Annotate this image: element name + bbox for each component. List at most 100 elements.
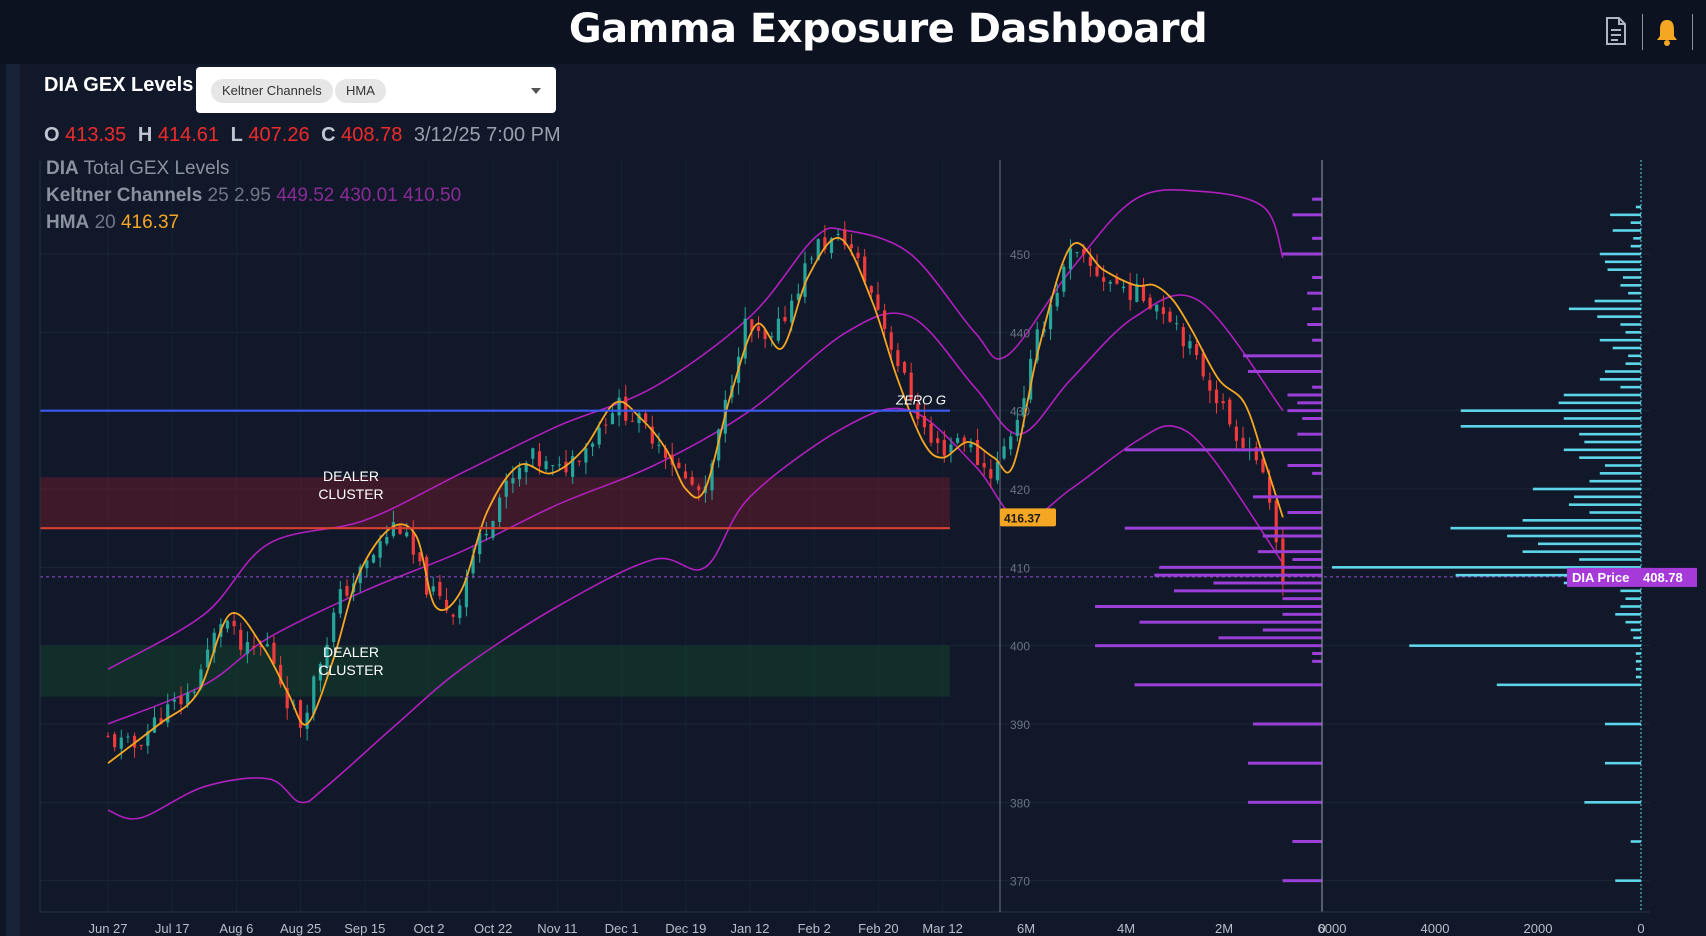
candle-body [869, 286, 873, 293]
candle-body [1035, 329, 1039, 361]
x-tick-label: Mar 12 [922, 921, 962, 936]
candle-body [1208, 380, 1212, 391]
gex-bar-volume [1620, 605, 1641, 608]
candle-body [650, 426, 654, 444]
gex-bar-volume [1635, 652, 1641, 655]
gex-bar-total [1312, 236, 1322, 240]
candle-body [796, 293, 800, 300]
gex-bar-volume [1620, 385, 1641, 389]
dealer-cluster-zone-top [40, 477, 950, 529]
gex-bar-total [1312, 652, 1322, 655]
gex-bar-total [1302, 417, 1322, 420]
candle-body [338, 589, 342, 614]
candle-body [106, 735, 110, 737]
candle-body [531, 448, 535, 459]
y-tick-label: 410 [1010, 561, 1030, 575]
price-badge-label: DIA Price [1572, 570, 1629, 585]
candle-body [166, 704, 170, 723]
gex-bar-volume [1628, 354, 1641, 358]
gex-bar-total [1287, 393, 1322, 397]
gex-bar-volume [1625, 620, 1641, 624]
legend-hma-value: 416.37 [120, 212, 180, 233]
gex-bar-total [1312, 276, 1322, 279]
candle-body [624, 396, 628, 421]
candle-body [498, 497, 502, 523]
toolbar-divider [1692, 14, 1693, 50]
gex-bar-volume [1625, 362, 1641, 365]
candle-body [677, 462, 681, 468]
candle-body [252, 645, 256, 648]
candle-body [159, 718, 163, 724]
gex-bar-volume [1635, 667, 1641, 671]
hma-line [107, 237, 1284, 764]
gex-bar-volume [1604, 370, 1641, 373]
candle-body [179, 696, 183, 705]
chevron-down-icon[interactable] [531, 88, 541, 94]
gex-x-tick-label: 0 [1318, 921, 1325, 936]
candle-body [776, 318, 781, 341]
candle-body [610, 413, 615, 425]
gex-bar-total [1292, 840, 1322, 843]
candle-body [597, 427, 601, 445]
candle-body [398, 526, 402, 534]
close-label: C [321, 124, 336, 146]
gex-bar-total [1124, 448, 1322, 452]
indicator-chip-keltner[interactable]: Keltner Channels [211, 79, 333, 103]
left-toolbar-strip [6, 64, 20, 936]
bell-icon[interactable] [1650, 14, 1684, 48]
candle-body [232, 620, 236, 627]
gex-bar-volume [1460, 409, 1641, 412]
candle-body [458, 605, 462, 618]
candle-body [809, 258, 814, 260]
indicator-select[interactable]: Keltner Channels HMA [196, 67, 556, 113]
candle-body [205, 649, 210, 668]
candle-body [1115, 277, 1119, 284]
keltner-middle-line [107, 294, 1284, 725]
x-tick-label: Feb 20 [858, 921, 898, 936]
candle-body [278, 664, 283, 685]
gex-bar-total [1252, 722, 1322, 726]
candle-body [186, 692, 190, 705]
gex-bar-volume [1579, 432, 1641, 436]
gex-bar-total [1297, 401, 1322, 405]
gex-bar-volume [1522, 550, 1641, 553]
candle-body [863, 256, 867, 282]
candle-body [537, 451, 542, 467]
gex-bar-volume [1589, 511, 1641, 514]
x-tick-label: Sep 15 [344, 921, 385, 936]
candle-body [1002, 446, 1006, 459]
indicator-chip-hma[interactable]: HMA [335, 79, 386, 103]
candle-body [816, 239, 820, 261]
chart-name: DIA GEX Levels [44, 74, 194, 96]
gex-x-tick-label: 2M [1215, 921, 1233, 936]
candle-body [418, 552, 422, 562]
legend-main: DIA Total GEX Levels [46, 158, 229, 180]
candle-body [683, 471, 688, 479]
gex-bar-volume [1599, 472, 1641, 475]
legend-hma: HMA 20 416.37 [46, 212, 179, 234]
low-label: L [230, 124, 243, 146]
gex-bar-volume [1615, 613, 1641, 616]
candle-body [663, 448, 668, 458]
candle-body [690, 477, 694, 485]
candle-body [975, 439, 980, 465]
gex-bar-total [1262, 534, 1322, 538]
gex-bar-volume [1599, 378, 1641, 381]
candle-body [113, 734, 117, 748]
gex-bar-total [1287, 409, 1322, 413]
gex-bar-volume [1612, 346, 1641, 350]
candle-body [411, 531, 415, 555]
y-tick-label: 430 [1010, 405, 1030, 419]
gex-bar-volume [1630, 244, 1641, 248]
candle-body [1241, 437, 1245, 448]
candle-body [1161, 307, 1165, 314]
gex-bar-volume [1615, 879, 1641, 882]
gex-bar-total [1312, 307, 1322, 311]
candle-body [896, 350, 900, 367]
candle-body [1055, 292, 1059, 307]
candle-body [212, 632, 216, 653]
gex-bar-total [1297, 432, 1322, 436]
document-icon[interactable] [1598, 14, 1632, 48]
candle-body [192, 691, 196, 693]
